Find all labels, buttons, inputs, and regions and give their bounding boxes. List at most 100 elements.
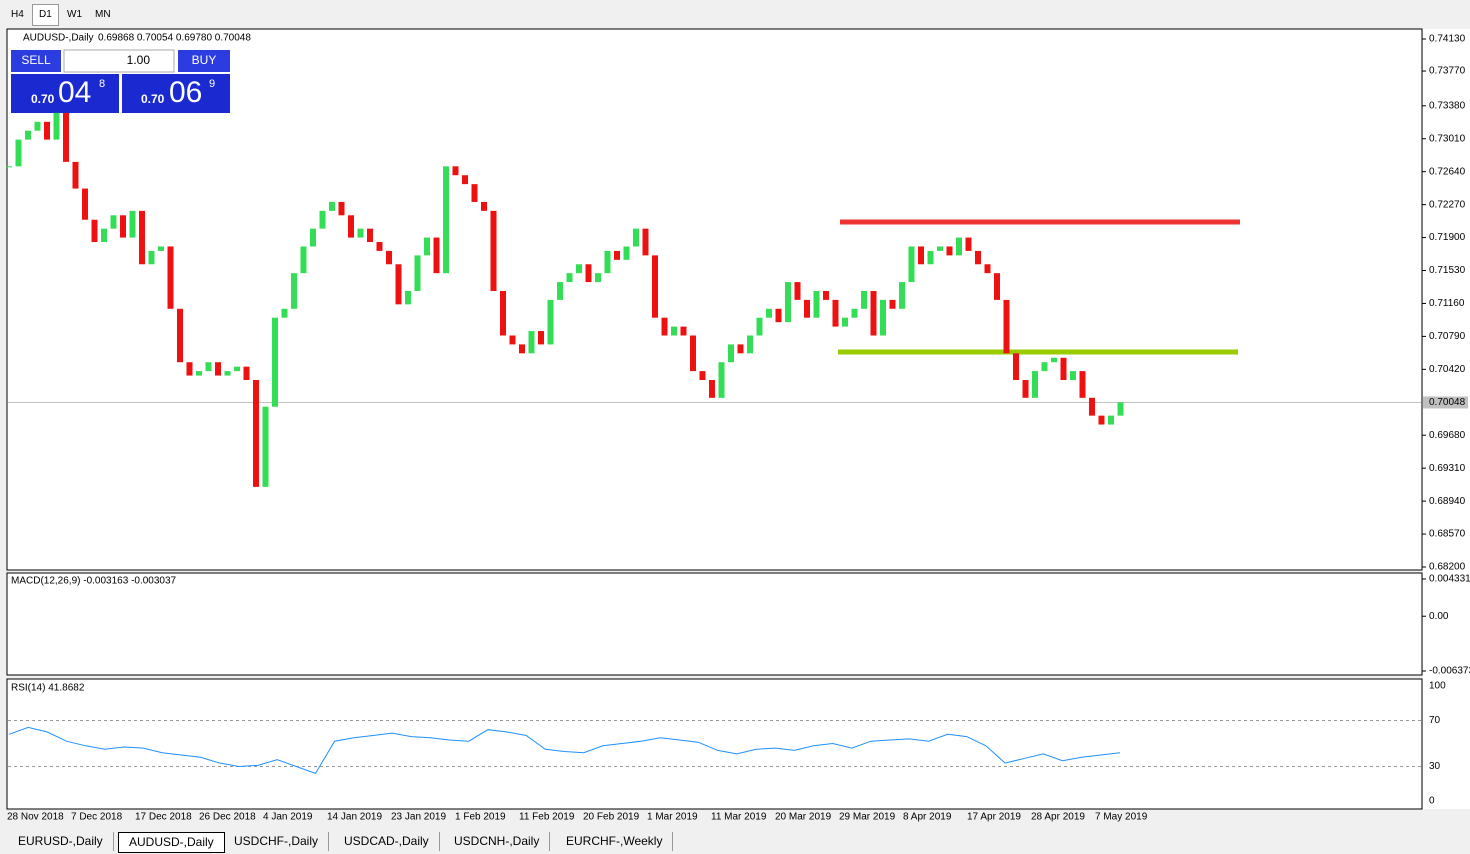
- x-tick-label: 26 Dec 2018: [199, 812, 256, 823]
- x-tick-label: 1 Feb 2019: [455, 812, 506, 823]
- candle: [490, 210, 497, 291]
- candle: [747, 335, 753, 354]
- x-tick-label: 11 Feb 2019: [519, 812, 575, 823]
- candle: [1022, 380, 1029, 398]
- candle: [72, 161, 79, 189]
- candle: [500, 290, 506, 336]
- candle: [148, 250, 155, 265]
- candle: [348, 215, 354, 238]
- x-tick-label: 17 Dec 2018: [135, 812, 192, 823]
- candle: [376, 242, 383, 251]
- candle: [1041, 362, 1048, 372]
- candle: [1013, 353, 1019, 381]
- x-tick-label: 7 May 2019: [1095, 812, 1148, 823]
- candle: [737, 344, 744, 354]
- candle: [205, 362, 212, 372]
- candle: [129, 210, 136, 238]
- candle: [690, 335, 696, 372]
- chart-tab[interactable]: EURUSD-,Daily: [8, 832, 114, 851]
- candle: [642, 228, 649, 256]
- candle: [1117, 402, 1124, 416]
- candle: [1089, 397, 1095, 416]
- timeframe-button[interactable]: W1: [67, 9, 82, 20]
- chart-tab[interactable]: USDCAD-,Daily: [334, 832, 440, 851]
- x-tick-label: 7 Dec 2018: [71, 812, 123, 823]
- candle: [519, 344, 525, 354]
- candle: [433, 237, 440, 274]
- chart-tab[interactable]: USDCNH-,Daily: [444, 832, 551, 851]
- candle: [471, 184, 478, 202]
- y-tick-label: 0.68200: [1429, 562, 1466, 573]
- candle: [633, 228, 639, 247]
- buy-text: BUY: [192, 53, 217, 67]
- candle: [319, 210, 326, 229]
- y-tick-label: 0.68940: [1429, 496, 1466, 507]
- candle: [310, 228, 316, 247]
- x-tick-label: 28 Apr 2019: [1031, 812, 1085, 823]
- sell-button[interactable]: [11, 50, 61, 72]
- candle: [956, 237, 962, 256]
- rsi-label: RSI(14) 41.8682: [11, 683, 85, 694]
- candle: [842, 317, 848, 327]
- candle: [395, 264, 402, 305]
- y-tick-label: 100: [1429, 681, 1446, 692]
- candle: [604, 250, 611, 274]
- candle: [984, 264, 991, 274]
- y-tick-label: 0.68570: [1429, 529, 1466, 540]
- candle: [462, 175, 468, 185]
- ask-box[interactable]: [122, 74, 230, 113]
- x-tick-label: 17 Apr 2019: [967, 812, 1021, 823]
- candle: [794, 282, 801, 300]
- chart-tab[interactable]: AUDUSD-,Daily: [118, 832, 225, 853]
- candle: [101, 228, 107, 243]
- candle: [766, 308, 772, 318]
- y-tick-label: 0.74130: [1429, 34, 1466, 45]
- candle: [908, 246, 915, 283]
- candle: [1032, 371, 1038, 398]
- candle: [899, 282, 905, 309]
- y-tick-label: 0.70790: [1429, 331, 1466, 342]
- candle: [386, 250, 392, 265]
- candle: [253, 380, 259, 487]
- timeframe-button[interactable]: MN: [95, 9, 111, 20]
- candle: [595, 273, 601, 283]
- candle: [671, 326, 677, 336]
- chart-window: AUDUSD-,Daily 0.69868 0.70054 0.69780 0.…: [6, 28, 1470, 823]
- candle: [1003, 299, 1010, 354]
- candle: [291, 273, 297, 309]
- lots-input[interactable]: [63, 49, 175, 73]
- chart-tab[interactable]: EURCHF-,Weekly: [556, 832, 674, 851]
- candle: [566, 273, 573, 283]
- candle: [975, 250, 981, 265]
- candle: [34, 121, 41, 131]
- candle: [851, 308, 858, 318]
- candle: [15, 139, 22, 167]
- y-tick-label: 0.69680: [1429, 430, 1466, 441]
- bid-box[interactable]: [11, 74, 119, 113]
- y-tick-label: -0.006373: [1429, 666, 1470, 677]
- candle: [186, 362, 193, 376]
- tab-bar: EURUSD-,Daily AUDUSD-,Daily USDCHF-,Daily U…: [0, 830, 1470, 854]
- bid-big: 04: [58, 76, 91, 109]
- candle: [718, 362, 725, 398]
- y-tick-label: 0.72640: [1429, 166, 1466, 177]
- candle: [661, 317, 668, 336]
- candle: [82, 188, 88, 220]
- candle: [120, 215, 126, 238]
- candle: [424, 237, 430, 256]
- buy-button[interactable]: [178, 50, 230, 72]
- price-axis: [1423, 29, 1470, 809]
- candle: [509, 335, 516, 345]
- chart-tab[interactable]: USDCHF-,Daily: [224, 832, 329, 851]
- candle: [547, 299, 554, 345]
- candle: [452, 166, 459, 176]
- candle: [367, 228, 373, 243]
- y-tick-label: 0.70420: [1429, 364, 1466, 375]
- x-tick-label: 14 Jan 2019: [327, 812, 382, 823]
- candle: [139, 210, 145, 265]
- trade-panel: SELL 1.00 BUY 0.70 04 8 0.70 06 9: [11, 49, 230, 113]
- timeframe-button[interactable]: H4: [11, 9, 24, 20]
- timeframe-button[interactable]: D1: [32, 4, 59, 26]
- candle: [699, 371, 706, 381]
- y-tick-label: 30: [1429, 761, 1441, 772]
